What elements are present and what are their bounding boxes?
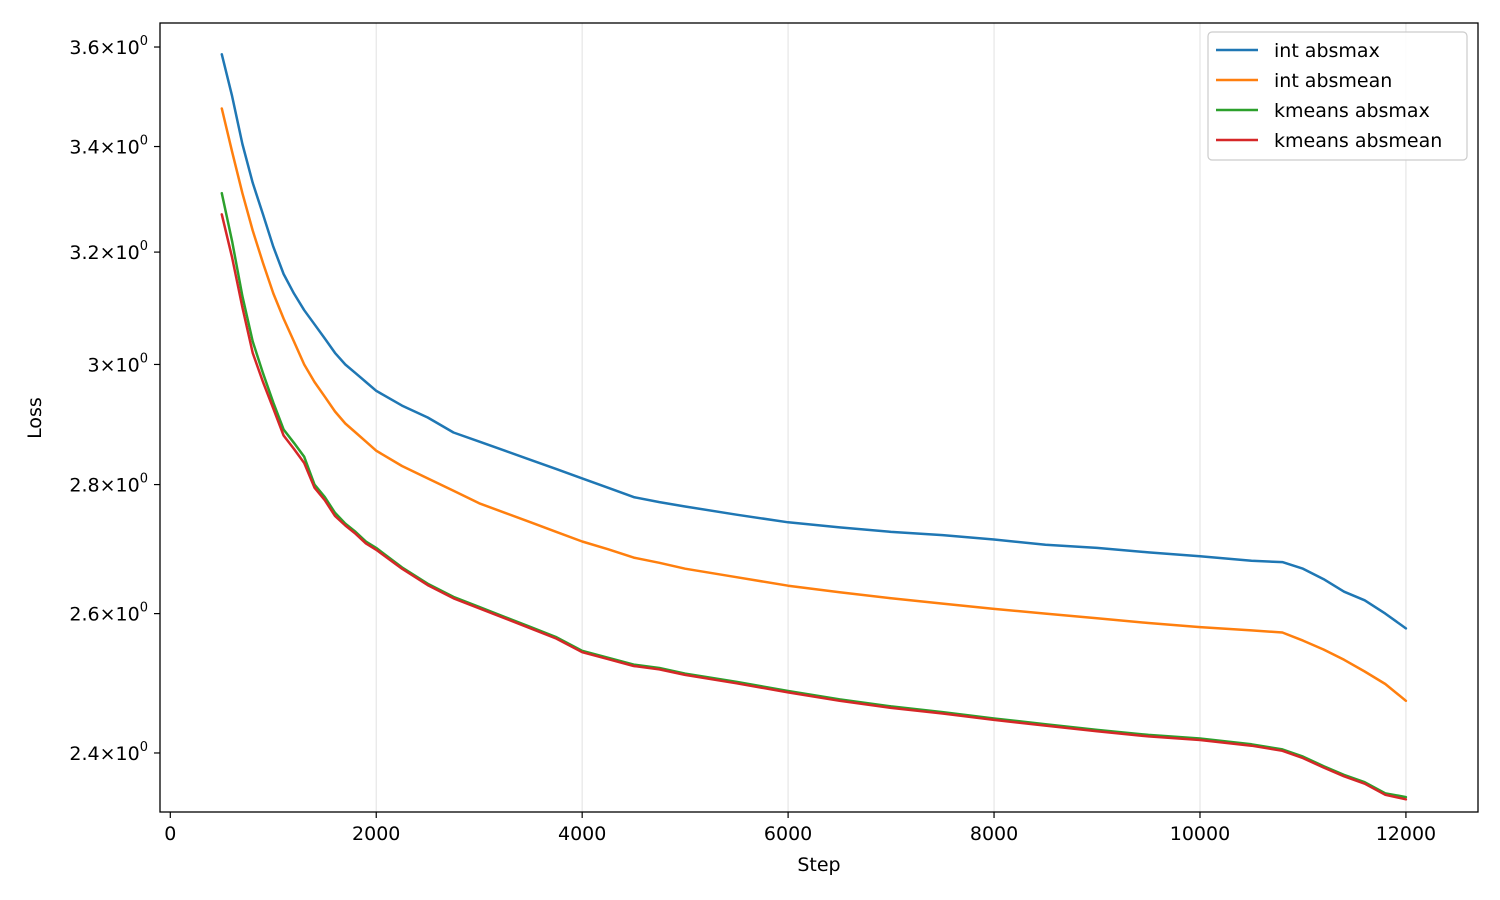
y-tick-exponent: 0 — [140, 134, 148, 149]
x-tick-label: 2000 — [352, 823, 400, 845]
legend-label: int absmean — [1274, 70, 1392, 92]
y-tick-label: 2.6×100 — [69, 601, 148, 626]
legend-label: kmeans absmax — [1274, 100, 1430, 122]
y-tick-times: × — [100, 242, 116, 264]
y-tick-label: 3×100 — [88, 351, 148, 376]
series-line-kmeans-absmean — [220, 213, 1408, 801]
series-line-int-absmax — [220, 53, 1408, 630]
y-tick-times: × — [100, 743, 116, 765]
x-axis-label: Step — [797, 854, 840, 876]
y-tick-mantissa: 3.6 — [69, 37, 99, 59]
y-tick-mantissa: 2.6 — [69, 604, 99, 626]
legend-box — [1207, 31, 1468, 161]
y-tick-exponent: 0 — [140, 239, 148, 254]
series-line-int-absmean — [220, 107, 1408, 703]
y-tick-base: 10 — [116, 354, 140, 376]
y-tick-mantissa: 3 — [88, 354, 100, 376]
y-tick-mantissa: 2.8 — [69, 475, 99, 497]
y-tick-times: × — [100, 137, 116, 159]
y-tick-mantissa: 3.4 — [69, 137, 99, 159]
legend-label: kmeans absmean — [1274, 130, 1442, 152]
y-tick-label: 2.8×100 — [69, 472, 148, 497]
plot-frame — [159, 22, 1479, 813]
x-tick-label: 12000 — [1376, 823, 1436, 845]
y-tick-mantissa: 2.4 — [69, 743, 99, 765]
x-tick-label: 10000 — [1170, 823, 1230, 845]
legend-label: int absmax — [1274, 40, 1380, 62]
y-tick-exponent: 0 — [140, 34, 148, 49]
grid-lines — [375, 23, 1407, 812]
y-tick-times: × — [100, 354, 116, 376]
x-tick-label: 6000 — [764, 823, 812, 845]
y-tick-exponent: 0 — [140, 472, 148, 487]
x-tick-label: 4000 — [558, 823, 606, 845]
y-tick-mantissa: 3.2 — [69, 242, 99, 264]
y-axis-label: Loss — [24, 397, 46, 439]
y-axis-ticks: 2.4×1002.6×1002.8×1003×1003.2×1003.4×100… — [69, 34, 160, 765]
y-tick-exponent: 0 — [140, 351, 148, 366]
y-tick-label: 2.4×100 — [69, 740, 148, 765]
x-axis-ticks: 0 2000 4000 6000 8000 10000 12000 — [164, 812, 1436, 845]
x-tick-label: 0 — [164, 823, 176, 845]
series-lines — [220, 53, 1408, 801]
y-tick-base: 10 — [116, 137, 140, 159]
y-tick-exponent: 0 — [140, 740, 148, 755]
y-tick-label: 3.6×100 — [69, 34, 148, 59]
y-tick-base: 10 — [116, 242, 140, 264]
y-tick-times: × — [100, 37, 116, 59]
y-tick-base: 10 — [116, 475, 140, 497]
y-tick-base: 10 — [116, 604, 140, 626]
y-tick-times: × — [100, 475, 116, 497]
x-tick-label: 8000 — [970, 823, 1018, 845]
legend: int absmax int absmean kmeans absmax kmeans… — [1207, 31, 1468, 161]
y-tick-times: × — [100, 604, 116, 626]
y-tick-label: 3.4×100 — [69, 134, 148, 159]
y-tick-base: 10 — [116, 743, 140, 765]
y-tick-base: 10 — [116, 37, 140, 59]
y-tick-exponent: 0 — [140, 601, 148, 616]
y-tick-label: 3.2×100 — [69, 239, 148, 264]
